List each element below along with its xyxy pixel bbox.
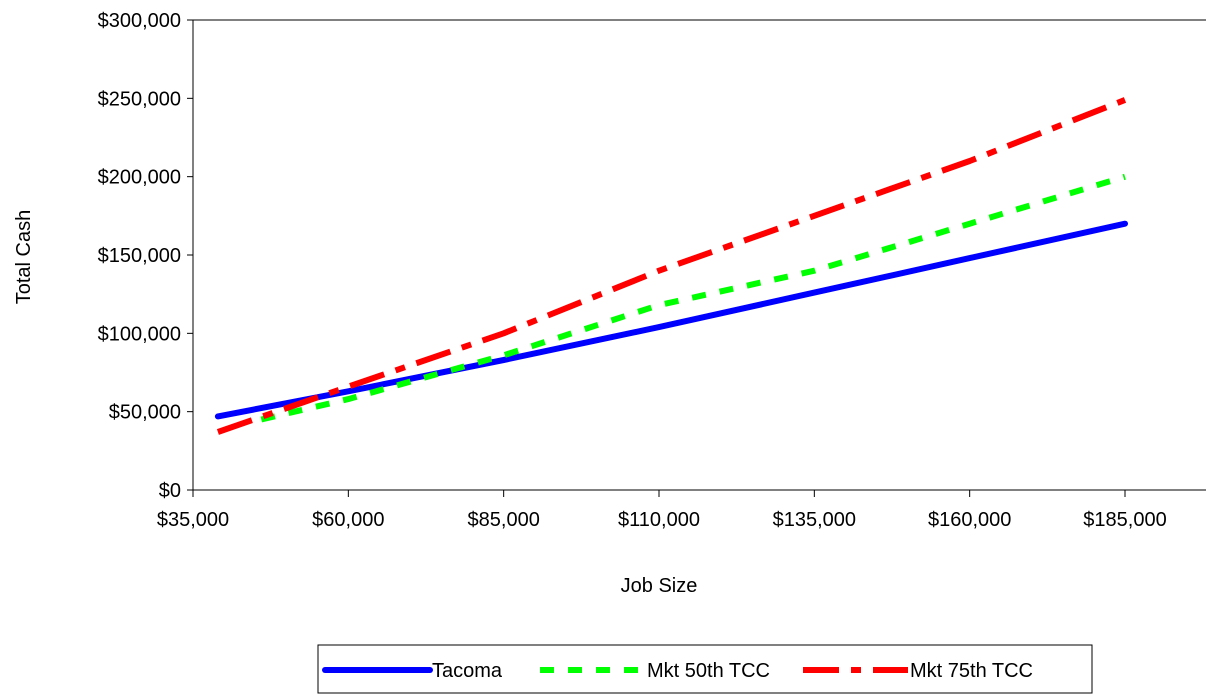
series-line-1 — [214, 220, 1128, 420]
x-tick-label: $35,000 — [157, 509, 229, 531]
legend-box — [317, 644, 1093, 694]
x-axis-title: Job Size — [621, 575, 698, 597]
series-line-3 — [216, 97, 1127, 435]
y-tick-label: $150,000 — [98, 245, 181, 267]
x-tick-label: $85,000 — [468, 509, 540, 531]
y-tick-label: $100,000 — [98, 323, 181, 345]
x-tick-label: $135,000 — [773, 509, 856, 531]
y-tick-label: $200,000 — [98, 167, 181, 189]
legend-label-1: Tacoma — [432, 660, 503, 682]
legend-label-3: Mkt 75th TCC — [910, 660, 1033, 682]
x-tick-label: $110,000 — [618, 509, 700, 531]
y-tick-label: $300,000 — [98, 10, 181, 32]
y-tick-label: $0 — [159, 480, 181, 502]
series-line-2 — [260, 173, 1126, 423]
y-axis-title: Total Cash — [13, 210, 35, 305]
x-tick-label: $185,000 — [1083, 509, 1166, 531]
y-tick-label: $50,000 — [109, 402, 181, 424]
x-tick-label: $60,000 — [312, 509, 384, 531]
x-tick-label: $160,000 — [928, 509, 1011, 531]
legend-label-2: Mkt 50th TCC — [647, 660, 770, 682]
axes: $0 $50,000 $100,000 $150,000 $200,000 $250,00… — [98, 10, 1206, 531]
y-tick-label: $250,000 — [98, 88, 181, 110]
legend: Tacoma Mkt 50th TCC Mkt 75th TCC — [317, 644, 1093, 694]
series-lines — [214, 97, 1128, 435]
